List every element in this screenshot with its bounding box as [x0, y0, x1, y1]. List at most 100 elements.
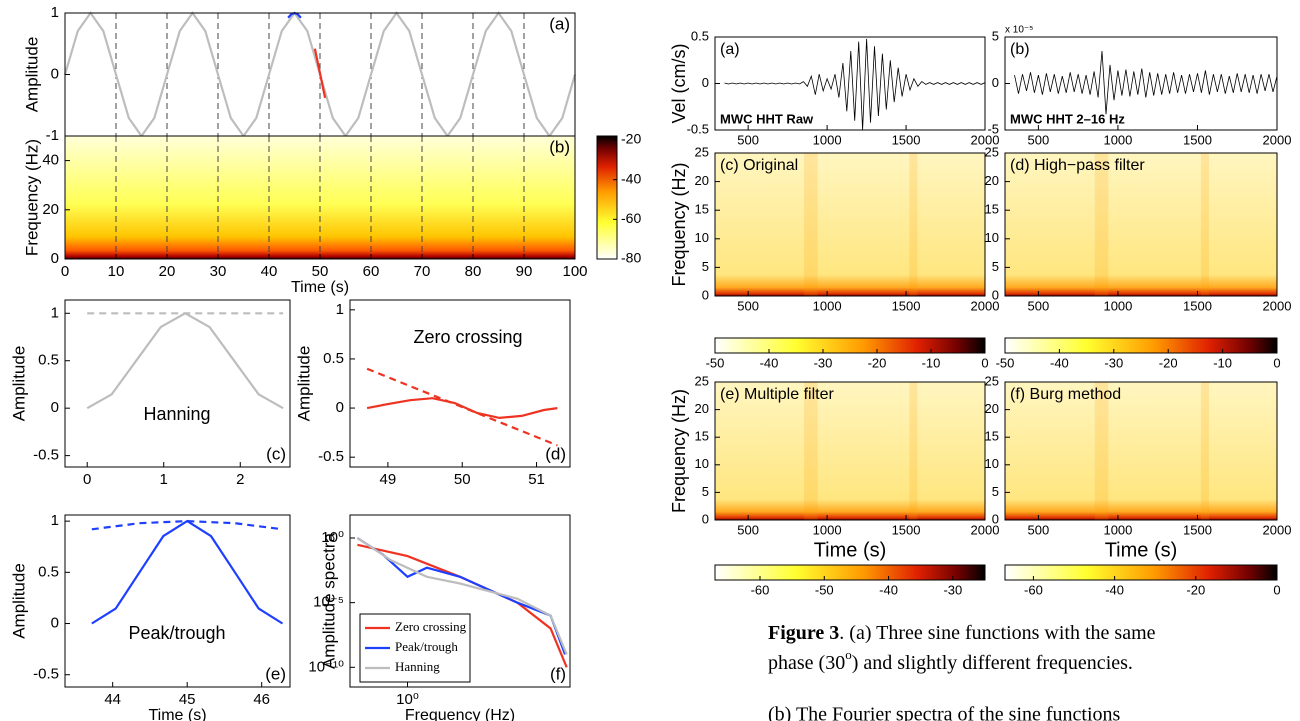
x-tick-label: 40: [261, 263, 278, 280]
y-tick-label: 15: [985, 429, 999, 444]
panel-label: (a): [720, 41, 740, 58]
heatmap-band: [804, 382, 818, 520]
y-tick-label: 20: [695, 401, 709, 416]
heatmap-band: [804, 153, 818, 296]
y-tick-label: 0.5: [323, 350, 344, 367]
x-tick-label: 500: [737, 298, 759, 313]
colorbar-tick-label: -30: [943, 582, 962, 597]
y-tick-label: 15: [985, 202, 999, 217]
colorbar-tick-label: -60: [1024, 582, 1043, 597]
y-axis-label: Amplitude spectra: [319, 532, 338, 669]
colorbar-tick-label: -30: [1104, 355, 1123, 370]
y-tick-label: 20: [985, 173, 999, 188]
panel-label: (a): [549, 14, 570, 33]
colorbar-tick-label: 0: [1273, 582, 1280, 597]
x-tick-label: 1000: [1103, 132, 1132, 147]
y-tick-label: 1: [336, 301, 344, 318]
series-line: [1014, 50, 1278, 115]
caption-label: Figure 3: [768, 622, 839, 644]
panel-label: (e) Multiple filter: [720, 386, 834, 403]
y-tick-label: 0: [992, 511, 999, 526]
plot-area: [65, 300, 290, 467]
x-tick-label: 1000: [813, 132, 842, 147]
y-tick-label: 0: [51, 399, 59, 416]
x-tick-label: 51: [528, 471, 545, 488]
heatmap-band: [1094, 153, 1109, 296]
y-tick-label: 1: [51, 4, 59, 21]
x-axis-label: Time (s): [1105, 539, 1178, 561]
colorbar-tick-label: -10: [1213, 355, 1232, 370]
x-tick-label: 49: [380, 471, 397, 488]
y-tick-label: 0: [702, 511, 709, 526]
colorbar-tick-label: -20: [1159, 355, 1178, 370]
y-axis-label: Frequency (Hz): [22, 139, 41, 256]
y-tick-label: 10: [985, 456, 999, 471]
series-line: [366, 397, 558, 420]
x-tick-label: 1500: [892, 132, 921, 147]
series-line: [366, 367, 558, 447]
x-tick-label: 2000: [1263, 132, 1292, 147]
x-tick-label: 50: [312, 263, 329, 280]
x-tick-label: 10: [108, 263, 125, 280]
caption-superscript: o: [845, 647, 852, 662]
colorbar-tick-label: -50: [706, 355, 725, 370]
y-tick-label: 0.5: [38, 563, 59, 580]
series-line: [91, 519, 283, 531]
plot-area: [65, 515, 290, 687]
y-tick-label: 0: [51, 250, 59, 267]
y-tick-label: 1: [51, 304, 59, 321]
plot-area: [350, 300, 570, 467]
y-tick-label: 15: [695, 202, 709, 217]
legend-label: Zero crossing: [395, 619, 467, 634]
colorbar-tick-label: -40: [760, 355, 779, 370]
x-tick-label: 500: [737, 522, 759, 537]
x-tick-label: 500: [1028, 298, 1050, 313]
colorbar-tick-label: -40: [879, 582, 898, 597]
plot-frame: [349, 299, 571, 468]
panel-label: (d) High−pass filter: [1010, 157, 1145, 174]
colorbar: [1004, 564, 1278, 581]
y-tick-label: 0: [336, 399, 344, 416]
x-tick-label: 500: [1028, 132, 1050, 147]
colorbar-tick-label: -20: [868, 355, 887, 370]
x-tick-label: 100: [562, 263, 587, 280]
heatmap-band: [1094, 382, 1109, 520]
x-tick-label: 60: [363, 263, 380, 280]
x-tick-label: 90: [516, 263, 533, 280]
y-tick-label: -0.5: [33, 447, 59, 464]
panel-label: (c): [266, 444, 286, 463]
panel-label: (c) Original: [720, 157, 798, 174]
heatmap-band: [1200, 382, 1209, 520]
plot-frame: [349, 514, 571, 688]
y-tick-label: 25: [985, 373, 999, 388]
heatmap-band: [909, 153, 918, 296]
plot-frame: [714, 381, 986, 521]
annotation: MWC HHT 2–16 Hz: [1010, 111, 1125, 126]
y-axis-label: Vel (cm/s): [669, 43, 689, 123]
colorbar: [714, 337, 986, 354]
caption-line: (b) The Fourier spectra of the sine func…: [768, 704, 1121, 721]
colorbar-tick-label: -80: [621, 250, 641, 266]
x-tick-label: 44: [104, 691, 121, 708]
colorbar-tick-label: -50: [815, 582, 834, 597]
series-line: [91, 519, 284, 625]
annotation: Peak/trough: [128, 623, 225, 643]
colorbar: [596, 135, 618, 260]
y-tick-label: 10⁻⁵: [313, 594, 344, 611]
x-tick-label: 2000: [1263, 522, 1292, 537]
heatmap: [1005, 382, 1277, 520]
x-tick-label: 1500: [1183, 522, 1212, 537]
y-tick-label: 0.5: [691, 28, 709, 43]
colorbar-tick-label: 0: [981, 355, 988, 370]
y-axis-label: Amplitude: [294, 346, 313, 422]
y-tick-label: -0.5: [318, 448, 344, 465]
series-line: [313, 48, 327, 99]
x-tick-label: 1500: [892, 522, 921, 537]
annotation: MWC HHT Raw: [720, 111, 814, 126]
y-axis-label: Frequency (Hz): [669, 389, 689, 513]
y-axis-label: Frequency (Hz): [669, 162, 689, 286]
colorbar-tick-label: -40: [1050, 355, 1069, 370]
plot-frame: [1004, 152, 1278, 297]
y-tick-label: 25: [985, 144, 999, 159]
